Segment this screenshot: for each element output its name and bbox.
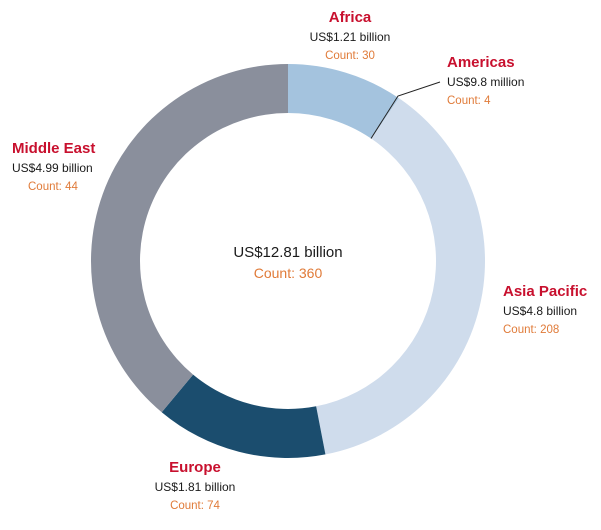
label-americas-name: Americas [447, 54, 515, 71]
label-americas-count: Count: 4 [447, 95, 491, 107]
label-europe: Europe US$1.81 billion Count: 74 [155, 459, 236, 512]
slice-europe [161, 374, 326, 458]
slice-africa [288, 64, 399, 139]
center-label: US$12.81 billion Count: 360 [233, 244, 342, 281]
label-europe-value: US$1.81 billion [155, 480, 236, 494]
center-total-count: Count: 360 [254, 265, 323, 281]
label-americas: Americas US$9.8 million Count: 4 [447, 54, 524, 107]
connector-layer [370, 81, 441, 139]
slice-middle-east [91, 64, 288, 413]
label-asia-pacific: Asia Pacific US$4.8 billion Count: 208 [503, 283, 587, 336]
label-middle-east-name: Middle East [12, 140, 95, 157]
label-africa-count: Count: 30 [325, 50, 375, 62]
label-americas-value: US$9.8 million [447, 75, 524, 89]
slices-layer [91, 64, 485, 458]
label-asia-pacific-value: US$4.8 billion [503, 304, 577, 318]
label-africa: Africa US$1.21 billion Count: 30 [310, 9, 391, 62]
connector-americas [370, 81, 441, 139]
label-middle-east-value: US$4.99 billion [12, 161, 93, 175]
label-africa-value: US$1.21 billion [310, 30, 391, 44]
label-europe-name: Europe [169, 459, 221, 476]
center-total-value: US$12.81 billion [233, 244, 342, 261]
label-europe-count: Count: 74 [170, 500, 220, 512]
label-asia-pacific-name: Asia Pacific [503, 283, 587, 300]
slice-asia-pacific [316, 98, 485, 455]
label-middle-east-count: Count: 44 [28, 181, 78, 193]
label-middle-east: Middle East US$4.99 billion Count: 44 [12, 140, 95, 193]
label-asia-pacific-count: Count: 208 [503, 324, 559, 336]
label-africa-name: Africa [329, 9, 372, 26]
